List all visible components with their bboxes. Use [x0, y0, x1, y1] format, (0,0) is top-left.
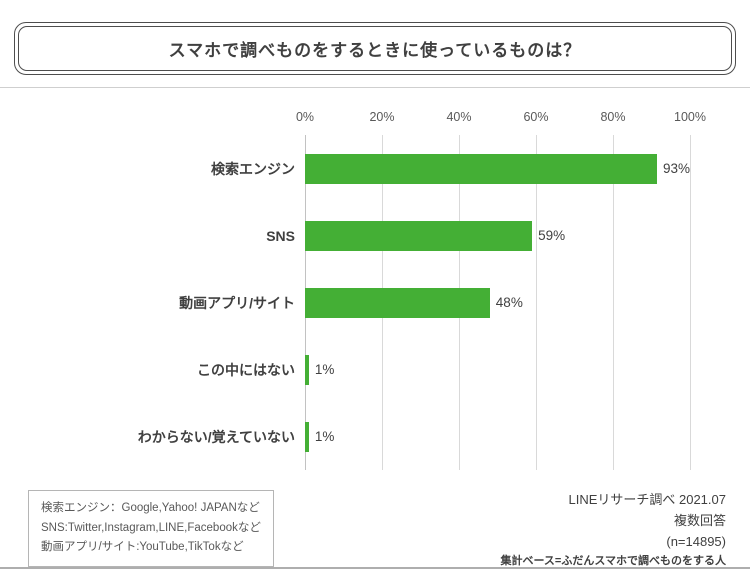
bar-value-label: 59% [538, 228, 566, 243]
gridline [536, 135, 537, 470]
legend-line: SNS:Twitter,Instagram,LINE,Facebookなど [41, 521, 261, 534]
bar-value-label: 93% [662, 161, 690, 176]
x-tick-label: 0% [295, 110, 315, 124]
bar-row: 検索エンジン 93% [20, 135, 690, 202]
bar [305, 287, 490, 318]
source-sample-size: (n=14895) [666, 533, 726, 549]
bar-row: この中にはない 1% [20, 336, 690, 403]
legend-line: 動画アプリ/サイト:YouTube,TikTokなど [41, 541, 244, 554]
bar-row: わからない/覚えていない 1% [20, 403, 690, 470]
gridline [690, 135, 691, 470]
source-block: LINEリサーチ調べ 2021.07 複数回答 (n=14895) 集計ベース=… [500, 490, 726, 568]
source-answer-type: 複数回答 [673, 512, 726, 528]
legend-line: 検索エンジン：Google,Yahoo! JAPANなど [41, 502, 260, 514]
category-label: この中にはない [197, 361, 295, 378]
x-tick-label: 60% [523, 110, 549, 124]
bar [305, 153, 657, 184]
bar-chart: 0% 20% 40% 60% 80% 100% 検索エンジン 93% SNS 59% 動画アプリ/… [20, 110, 706, 470]
bar-rows: 検索エンジン 93% SNS 59% 動画アプリ/サイト 48% この中にはない 1% わからな… [20, 135, 690, 470]
bar-track: 59% [305, 220, 690, 251]
source-credit: LINEリサーチ調べ 2021.07 [568, 492, 726, 507]
bar-track: 48% [305, 287, 690, 318]
legend-box: 検索エンジン：Google,Yahoo! JAPANなど SNS:Twitter… [28, 490, 274, 567]
title-box: スマホで調べものをするときに使っているものは？ [14, 22, 736, 75]
title-inner-border: スマホで調べものをするときに使っているものは？ [18, 26, 732, 71]
x-tick-label: 20% [369, 110, 395, 124]
bar-track: 1% [305, 354, 690, 385]
bar [305, 354, 309, 385]
title-divider [0, 87, 750, 88]
chart-title: スマホで調べものをするときに使っているものは？ [168, 41, 582, 60]
x-tick-label: 100% [674, 110, 706, 124]
bar [305, 421, 309, 452]
category-label: わからない/覚えていない [137, 428, 295, 445]
gridline [613, 135, 614, 470]
bar-track: 1% [305, 421, 690, 452]
bar [305, 220, 533, 251]
footer: 検索エンジン：Google,Yahoo! JAPANなど SNS:Twitter… [28, 490, 726, 568]
bar-row: SNS 59% [20, 202, 690, 269]
x-tick-label: 80% [600, 110, 626, 124]
category-label: SNS [266, 227, 295, 244]
category-label: 動画アプリ/サイト [179, 294, 295, 311]
source-base-note: 集計ベース=ふだんスマホで調べものをする人 [500, 555, 726, 568]
bar-value-label: 1% [314, 429, 335, 444]
bar-value-label: 1% [314, 362, 335, 377]
category-label: 検索エンジン [211, 160, 295, 177]
bar-row: 動画アプリ/サイト 48% [20, 269, 690, 336]
bar-value-label: 48% [495, 295, 523, 310]
bar-track: 93% [305, 153, 690, 184]
x-tick-label: 40% [446, 110, 472, 124]
x-axis-ticks: 0% 20% 40% 60% 80% 100% [296, 110, 706, 126]
plot-area: 検索エンジン 93% SNS 59% 動画アプリ/サイト 48% この中にはない 1% わからな… [20, 135, 691, 470]
